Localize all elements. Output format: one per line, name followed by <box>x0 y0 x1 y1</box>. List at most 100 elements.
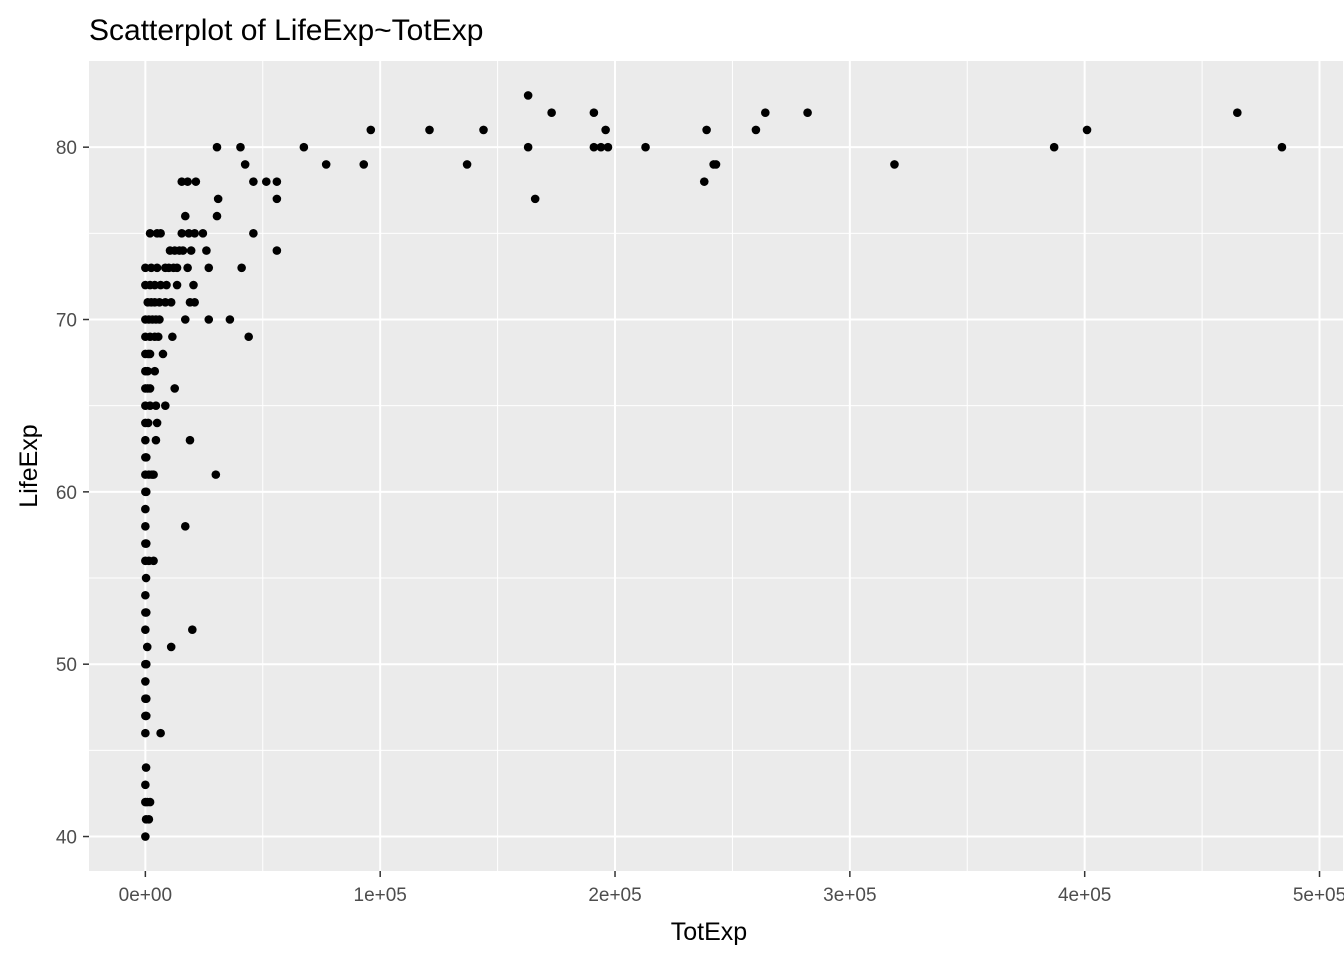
data-point <box>170 384 180 393</box>
y-tick-label: 50 <box>56 655 77 676</box>
data-point <box>299 142 309 152</box>
data-point <box>244 332 253 342</box>
data-point <box>141 608 151 617</box>
data-point <box>213 194 223 204</box>
data-point <box>601 125 610 135</box>
data-point <box>237 263 246 273</box>
data-point <box>321 160 331 169</box>
data-point <box>261 177 271 186</box>
data-point <box>141 453 151 462</box>
data-point <box>249 229 258 238</box>
data-point <box>204 315 214 324</box>
minor-gridlines <box>89 61 1343 871</box>
data-point <box>272 194 282 204</box>
chart-title: Scatterplot of LifeExp~TotExp <box>89 14 483 47</box>
data-point <box>1082 125 1092 135</box>
data-point <box>152 263 162 273</box>
x-tick-label: 4e+05 <box>1058 885 1111 906</box>
x-tick-label: 1e+05 <box>354 885 407 906</box>
data-point <box>523 142 533 152</box>
data-point <box>166 297 176 307</box>
data-point <box>155 315 164 324</box>
data-point <box>803 108 812 118</box>
data-point <box>141 573 151 583</box>
data-point <box>151 401 161 410</box>
data-point <box>202 246 211 255</box>
data-point <box>272 246 282 255</box>
data-point <box>141 487 151 497</box>
data-point <box>166 642 176 652</box>
data-point <box>144 814 154 824</box>
data-point <box>1233 108 1242 118</box>
y-tick-label: 80 <box>56 138 77 159</box>
data-point <box>141 659 151 669</box>
x-tick-label: 2e+05 <box>588 885 641 906</box>
data-point <box>141 590 150 600</box>
data-point <box>183 263 192 273</box>
data-point <box>149 470 158 479</box>
data-point <box>183 177 192 186</box>
data-point <box>236 142 245 152</box>
data-point <box>699 177 709 186</box>
data-point <box>143 418 153 428</box>
x-tick-label: 0e+00 <box>119 885 172 906</box>
data-point <box>143 366 153 376</box>
data-point <box>141 780 150 790</box>
data-point <box>188 625 197 635</box>
data-point <box>150 366 160 376</box>
data-point <box>186 246 196 255</box>
data-point <box>212 211 222 221</box>
data-point <box>190 297 199 307</box>
data-point <box>359 160 369 169</box>
data-point <box>589 142 599 152</box>
data-point <box>178 246 188 255</box>
data-point <box>141 728 150 738</box>
x-tick-label: 3e+05 <box>823 885 876 906</box>
x-axis-title: TotExp <box>671 918 747 946</box>
data-point <box>141 763 151 772</box>
data-point <box>141 539 151 548</box>
data-point <box>589 108 599 118</box>
data-point <box>641 142 650 152</box>
data-point <box>180 315 190 324</box>
data-point <box>523 91 533 100</box>
data-point <box>141 625 150 635</box>
data-point <box>211 470 221 479</box>
data-point <box>141 711 151 721</box>
data-point <box>141 677 150 686</box>
data-point <box>530 194 540 204</box>
data-point <box>149 556 158 566</box>
data-point <box>425 125 434 135</box>
data-point <box>191 177 201 186</box>
x-tick-label: 5e+05 <box>1293 885 1344 906</box>
plot-panel <box>89 61 1343 871</box>
data-point <box>145 384 155 393</box>
data-point <box>190 229 199 238</box>
data-point <box>156 728 165 738</box>
data-point <box>158 349 168 359</box>
data-point <box>751 125 761 135</box>
x-axis: 0e+00 1e+05 2e+05 3e+05 4e+05 5e+05 <box>119 871 1344 906</box>
data-point <box>168 332 177 342</box>
data-point <box>479 125 488 135</box>
data-point <box>161 401 170 410</box>
data-point <box>185 435 195 445</box>
data-point <box>212 142 222 152</box>
data-point <box>152 418 162 428</box>
data-point <box>547 108 556 118</box>
data-point <box>225 315 235 324</box>
data-point <box>162 280 171 290</box>
data-point <box>141 832 150 841</box>
y-axis: 40 50 60 70 80 <box>56 138 89 849</box>
data-point <box>180 522 190 531</box>
data-point <box>172 280 182 290</box>
data-point <box>141 504 150 514</box>
data-point <box>1049 142 1059 152</box>
data-point <box>761 108 770 118</box>
y-tick-label: 40 <box>56 828 77 849</box>
data-point <box>156 229 165 238</box>
data-point <box>702 125 711 135</box>
data-point <box>596 142 606 152</box>
data-point <box>603 142 613 152</box>
